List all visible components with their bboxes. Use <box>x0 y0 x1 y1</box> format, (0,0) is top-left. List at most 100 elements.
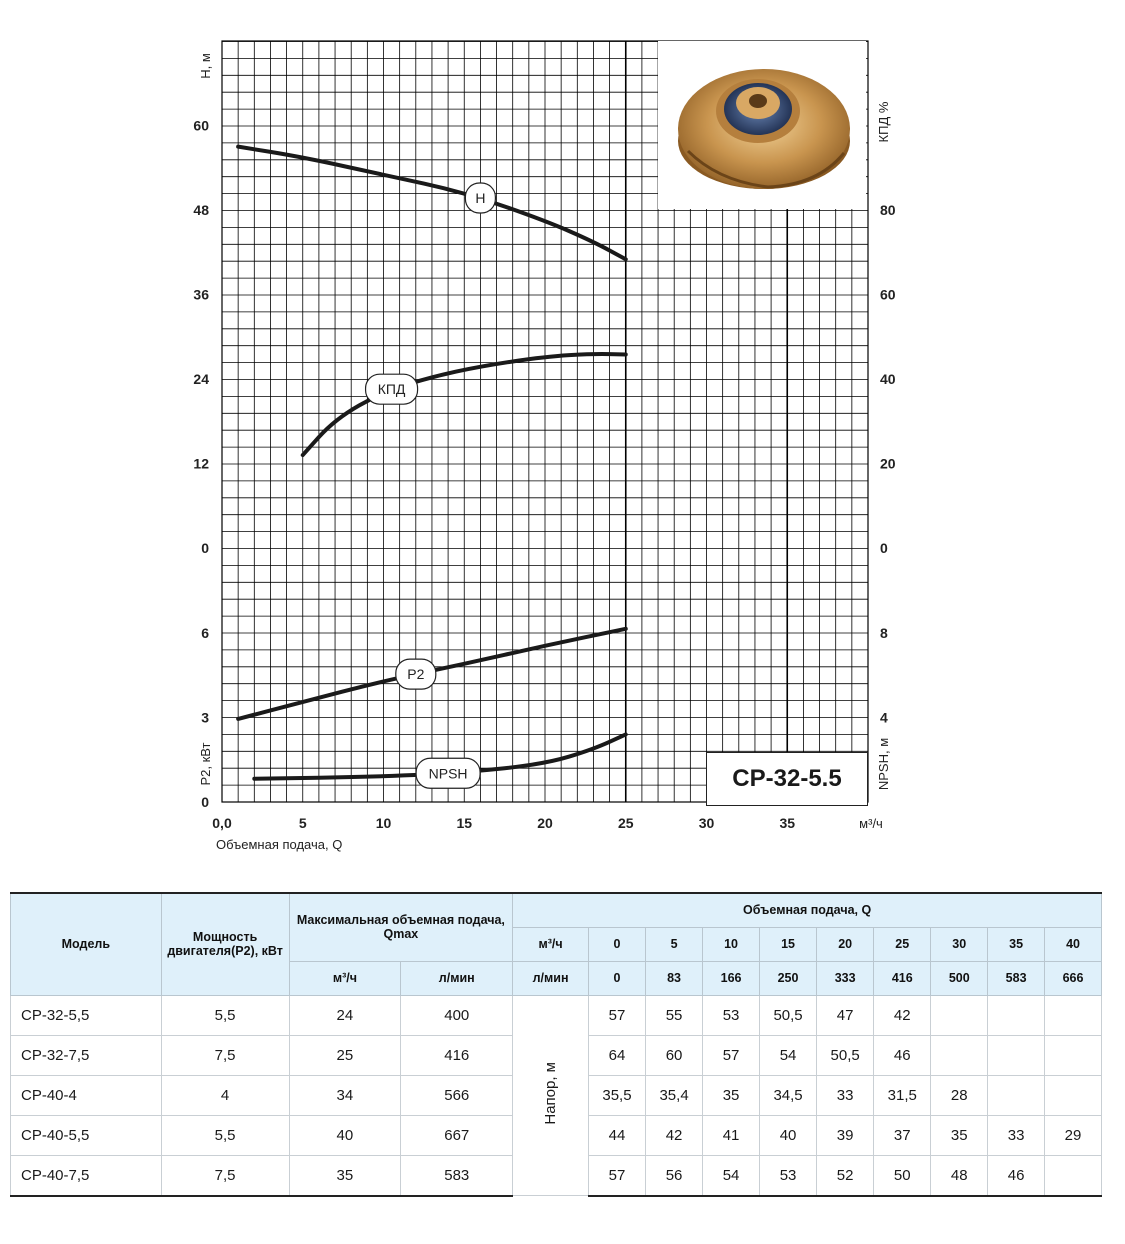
col-flow-group: Объемная подача, Q <box>512 892 1102 928</box>
efficiency-tick-label: 60 <box>880 287 896 303</box>
cell-model: CP-32-7,5 <box>10 1034 162 1076</box>
cell-head-value: 57 <box>702 1034 760 1076</box>
x-tick-label: 35 <box>779 815 795 831</box>
cell-head-value: 50 <box>873 1154 932 1197</box>
cell-head-value: 50,5 <box>758 994 818 1036</box>
efficiency-tick-label: 40 <box>880 371 896 387</box>
flow-m3h-header: 35 <box>987 926 1046 962</box>
npsh-axis-title: NPSH, м <box>876 738 891 790</box>
cell-qmax-m3h: 35 <box>288 1154 402 1197</box>
cell-qmax-lmin: 416 <box>400 1034 514 1076</box>
cell-head-value: 29 <box>1044 1114 1102 1156</box>
x-tick-label: 30 <box>699 815 715 831</box>
plot-frame <box>221 40 869 803</box>
cell-head-value: 46 <box>873 1034 932 1076</box>
cell-head-value <box>987 1074 1046 1116</box>
chart-curves: H КПД P2 NPSH <box>236 144 628 789</box>
cell-head-value: 54 <box>702 1154 760 1197</box>
npsh-tick-label: 8 <box>880 625 888 641</box>
flow-m3h-header: 40 <box>1044 926 1102 962</box>
efficiency-tick-label: 0 <box>880 540 888 556</box>
cell-head-value <box>1044 1154 1102 1197</box>
efficiency-axis-title: КПД % <box>876 101 891 142</box>
cell-head-value <box>1044 994 1102 1036</box>
cell-head-value <box>930 1034 989 1076</box>
flow-m3h-header: 5 <box>645 926 704 962</box>
curve-label-box <box>415 757 481 789</box>
cell-head-value: 35 <box>930 1114 989 1156</box>
cell-qmax-lmin: 667 <box>400 1114 514 1156</box>
cell-head-value: 47 <box>816 994 875 1036</box>
cell-head-value <box>1044 1034 1102 1076</box>
x-tick-label: 0,0 <box>212 815 232 831</box>
cell-model: CP-40-7,5 <box>10 1154 162 1197</box>
efficiency-tick-label: 80 <box>880 202 896 218</box>
col-qmax: Максимальная объемная подача, Qmax <box>288 892 514 962</box>
qmax-lmin-header: л/мин <box>400 960 514 996</box>
table-row: CP-32-7,5 7,5 25 416 64 60 57 54 50,5 46 <box>10 1034 1102 1076</box>
flow-lmin-header: 416 <box>873 960 932 996</box>
cell-power: 4 <box>160 1074 290 1116</box>
cell-head-value: 60 <box>645 1034 704 1076</box>
col-model: Модель <box>10 892 162 996</box>
cell-power: 7,5 <box>160 1034 290 1076</box>
head-tick-label: 0 <box>201 540 209 556</box>
x-tick-label: 10 <box>376 815 392 831</box>
cell-head-value: 31,5 <box>873 1074 932 1116</box>
head-tick-label: 60 <box>193 118 209 134</box>
flow-lmin-header: 666 <box>1044 960 1102 996</box>
curve-label-box <box>464 182 496 214</box>
cell-head-value: 42 <box>873 994 932 1036</box>
head-tick-label: 12 <box>193 456 209 472</box>
cell-head-value: 54 <box>758 1034 818 1076</box>
table-row: CP-32-5,5 5,5 24 400 Напор, м 57 55 53 50,5 47 42 <box>10 994 1102 1196</box>
flow-lmin-header: 583 <box>987 960 1046 996</box>
impeller-icon <box>678 69 850 189</box>
power-axis-title: P2, кВт <box>198 742 213 785</box>
flow-lmin-header: 166 <box>702 960 760 996</box>
cell-head-value: 44 <box>587 1114 647 1156</box>
cell-head-value: 56 <box>645 1154 704 1197</box>
cell-head-value: 35,5 <box>587 1074 647 1116</box>
curve-label-кпд: КПД <box>378 381 406 397</box>
curve-кпд <box>300 351 628 458</box>
head-tick-label: 24 <box>193 371 209 387</box>
flow-m3h-header: 30 <box>930 926 989 962</box>
pump-performance-chart: H КПД P2 NPSH 0,0 5 10 15 20 25 30 35 м³/ч Объемная … <box>193 40 896 852</box>
cell-power: 7,5 <box>160 1154 290 1197</box>
head-axis-title: H, м <box>198 53 213 79</box>
qmax-m3h-header: м³/ч <box>288 960 402 996</box>
npsh-tick-label: 4 <box>880 710 888 726</box>
cell-qmax-m3h: 25 <box>288 1034 402 1076</box>
efficiency-tick-label: 20 <box>880 456 896 472</box>
cell-head-value: 52 <box>816 1154 875 1197</box>
x-tick-label: 15 <box>456 815 472 831</box>
cell-head-value <box>987 1034 1046 1076</box>
cell-head-value <box>987 994 1046 1036</box>
flow-m3h-header: 15 <box>758 926 818 962</box>
x-tick-label: 25 <box>618 815 634 831</box>
flow-m3h-header: 10 <box>702 926 760 962</box>
power-tick-label: 3 <box>201 710 209 726</box>
model-tag: CP-32-5.5 <box>706 752 868 806</box>
cell-power: 5,5 <box>160 1114 290 1156</box>
flow-lmin-header: 500 <box>930 960 989 996</box>
curve-label-box <box>364 373 419 405</box>
cell-qmax-m3h: 34 <box>288 1074 402 1116</box>
flow-m3h-header: 20 <box>816 926 875 962</box>
flow-lmin-label: л/мин <box>512 960 589 996</box>
table-row: CP-40-7,5 7,5 35 583 57 56 54 53 52 50 48 46 <box>10 1154 1102 1197</box>
flow-lmin-header: 250 <box>758 960 818 996</box>
cell-head-value: 28 <box>930 1074 989 1116</box>
head-label-cell: Напор, м <box>512 994 589 1196</box>
cell-model: CP-32-5,5 <box>10 994 162 1036</box>
cell-head-value: 39 <box>816 1114 875 1156</box>
curve-label-p2: P2 <box>407 666 424 682</box>
x-axis-title: Объемная подача, Q <box>216 837 342 852</box>
cell-head-value: 37 <box>873 1114 932 1156</box>
cell-head-value: 41 <box>702 1114 760 1156</box>
x-tick-label: 5 <box>299 815 307 831</box>
cell-head-value: 35,4 <box>645 1074 704 1116</box>
flow-m3h-label: м³/ч <box>512 926 589 962</box>
